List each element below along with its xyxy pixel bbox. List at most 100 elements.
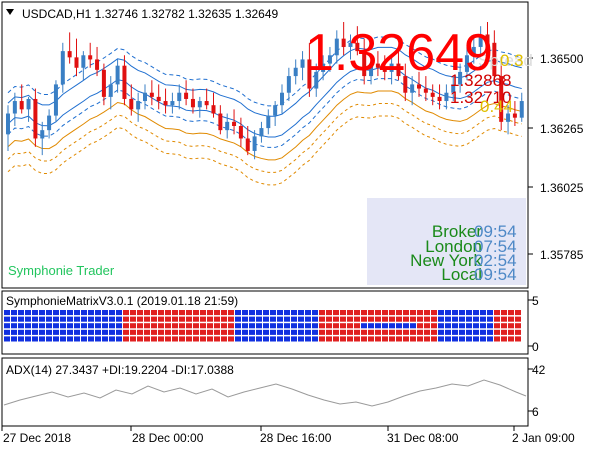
- matrix-cell-bullish: [480, 329, 486, 335]
- matrix-cell-bearish: [228, 310, 234, 316]
- bear-candle: [218, 113, 223, 131]
- matrix-cell-bearish: [130, 316, 136, 322]
- bull-candle: [273, 105, 278, 116]
- session-time: 09:54: [474, 222, 517, 241]
- matrix-cell-bullish: [438, 310, 444, 316]
- bull-candle: [451, 84, 456, 93]
- matrix-cell-bearish: [151, 316, 157, 322]
- matrix-cell-bearish: [424, 323, 430, 329]
- matrix-cell-bullish: [452, 336, 458, 342]
- matrix-cell-bearish: [347, 310, 353, 316]
- bull-candle: [40, 130, 45, 139]
- adx-panel[interactable]: ADX(14) 27.3437 +DI:19.2204 -DI:17.0388: [1, 357, 529, 427]
- matrix-cell-bearish: [326, 329, 332, 335]
- matrix-cell-bullish: [4, 316, 10, 322]
- matrix-cell-bearish: [123, 310, 129, 316]
- matrix-cell-bullish: [53, 329, 59, 335]
- dropdown-arrow-icon[interactable]: [6, 9, 14, 15]
- matrix-cell-bearish: [158, 329, 164, 335]
- matrix-cell-bullish: [361, 323, 367, 329]
- matrix-cell-bearish: [319, 316, 325, 322]
- bull-candle: [6, 113, 10, 135]
- matrix-cell-bearish: [228, 323, 234, 329]
- matrix-cell-bullish: [11, 310, 17, 316]
- session-name: New York: [410, 251, 482, 270]
- matrix-cell-bearish: [165, 310, 171, 316]
- matrix-cell-bullish: [459, 316, 465, 322]
- matrix-cell-bullish: [298, 310, 304, 316]
- matrix-cell-bullish: [60, 316, 66, 322]
- adx-axis-top: 42: [532, 363, 546, 377]
- big-bid-price: 1.32649: [305, 24, 493, 82]
- matrix-cell-bearish: [319, 310, 325, 316]
- matrix-cell-bullish: [4, 323, 10, 329]
- matrix-cell-bullish: [480, 336, 486, 342]
- matrix-cell-bearish: [340, 329, 346, 335]
- matrix-cell-bearish: [494, 310, 500, 316]
- matrix-cell-bearish: [361, 316, 367, 322]
- matrix-cell-bullish: [53, 323, 59, 329]
- matrix-cell-bearish: [515, 316, 521, 322]
- matrix-cell-bullish: [487, 323, 493, 329]
- matrix-cell-bearish: [494, 336, 500, 342]
- bull-candle: [26, 98, 31, 110]
- matrix-cell-bearish: [501, 336, 507, 342]
- matrix-cell-bullish: [249, 316, 255, 322]
- matrix-cell-bearish: [508, 336, 514, 342]
- matrix-cell-bearish: [165, 336, 171, 342]
- session-clock: Broker 09:54 London 07:54 New York 02:54…: [410, 222, 516, 284]
- matrix-cell-bullish: [242, 316, 248, 322]
- range-readout: 0.44: [480, 97, 513, 116]
- matrix-cell-bullish: [249, 323, 255, 329]
- matrix-cell-bullish: [312, 323, 318, 329]
- matrix-cell-bullish: [46, 310, 52, 316]
- matrix-cell-bullish: [25, 310, 31, 316]
- bull-candle: [444, 92, 449, 102]
- matrix-cell-bullish: [25, 316, 31, 322]
- matrix-cell-bearish: [382, 316, 388, 322]
- session-clock-box: [367, 198, 526, 285]
- matrix-cell-bearish: [431, 323, 437, 329]
- matrix-cell-bullish: [4, 310, 10, 316]
- matrix-cell-bullish: [291, 310, 297, 316]
- matrix-cell-bullish: [88, 336, 94, 342]
- matrix-cell-bearish: [123, 329, 129, 335]
- matrix-cell-bullish: [95, 329, 101, 335]
- matrix-cell-bullish: [438, 323, 444, 329]
- matrix-cell-bearish: [368, 329, 374, 335]
- matrix-cell-bullish: [109, 310, 115, 316]
- matrix-cell-bearish: [144, 329, 150, 335]
- matrix-cell-bearish: [179, 310, 185, 316]
- time-tick-label: 27 Dec 2018: [3, 431, 71, 445]
- matrix-cell-bearish: [158, 336, 164, 342]
- bull-candle: [506, 113, 511, 122]
- matrix-cell-bearish: [515, 336, 521, 342]
- matrix-cell-bearish: [508, 310, 514, 316]
- matrix-cell-bullish: [445, 323, 451, 329]
- matrix-cell-bearish: [375, 336, 381, 342]
- matrix-cell-bullish: [32, 310, 38, 316]
- matrix-cell-bearish: [389, 329, 395, 335]
- matrix-cell-bearish: [340, 336, 346, 342]
- symphonie-matrix-panel[interactable]: SymphonieMatrixV3.0.1 (2019.01.18 21:59): [1, 290, 529, 355]
- matrix-cell-bullish: [67, 316, 73, 322]
- price-tick-label: 1.35785: [540, 248, 584, 262]
- matrix-cell-bullish: [312, 336, 318, 342]
- matrix-cell-bullish: [18, 316, 24, 322]
- matrix-cell-bullish: [18, 336, 24, 342]
- matrix-cell-bullish: [74, 336, 80, 342]
- matrix-cell-bullish: [473, 323, 479, 329]
- matrix-cell-bullish: [466, 310, 472, 316]
- matrix-cell-bullish: [88, 329, 94, 335]
- matrix-cell-bullish: [256, 329, 262, 335]
- matrix-cell-bearish: [319, 323, 325, 329]
- bull-candle: [300, 59, 305, 68]
- matrix-cell-bullish: [235, 323, 241, 329]
- matrix-cell-bullish: [459, 323, 465, 329]
- matrix-cell-bullish: [242, 336, 248, 342]
- matrix-cell-bullish: [389, 323, 395, 329]
- matrix-cell-bearish: [389, 336, 395, 342]
- matrix-cell-bearish: [368, 316, 374, 322]
- matrix-cell-bullish: [116, 310, 122, 316]
- matrix-cell-bearish: [200, 329, 206, 335]
